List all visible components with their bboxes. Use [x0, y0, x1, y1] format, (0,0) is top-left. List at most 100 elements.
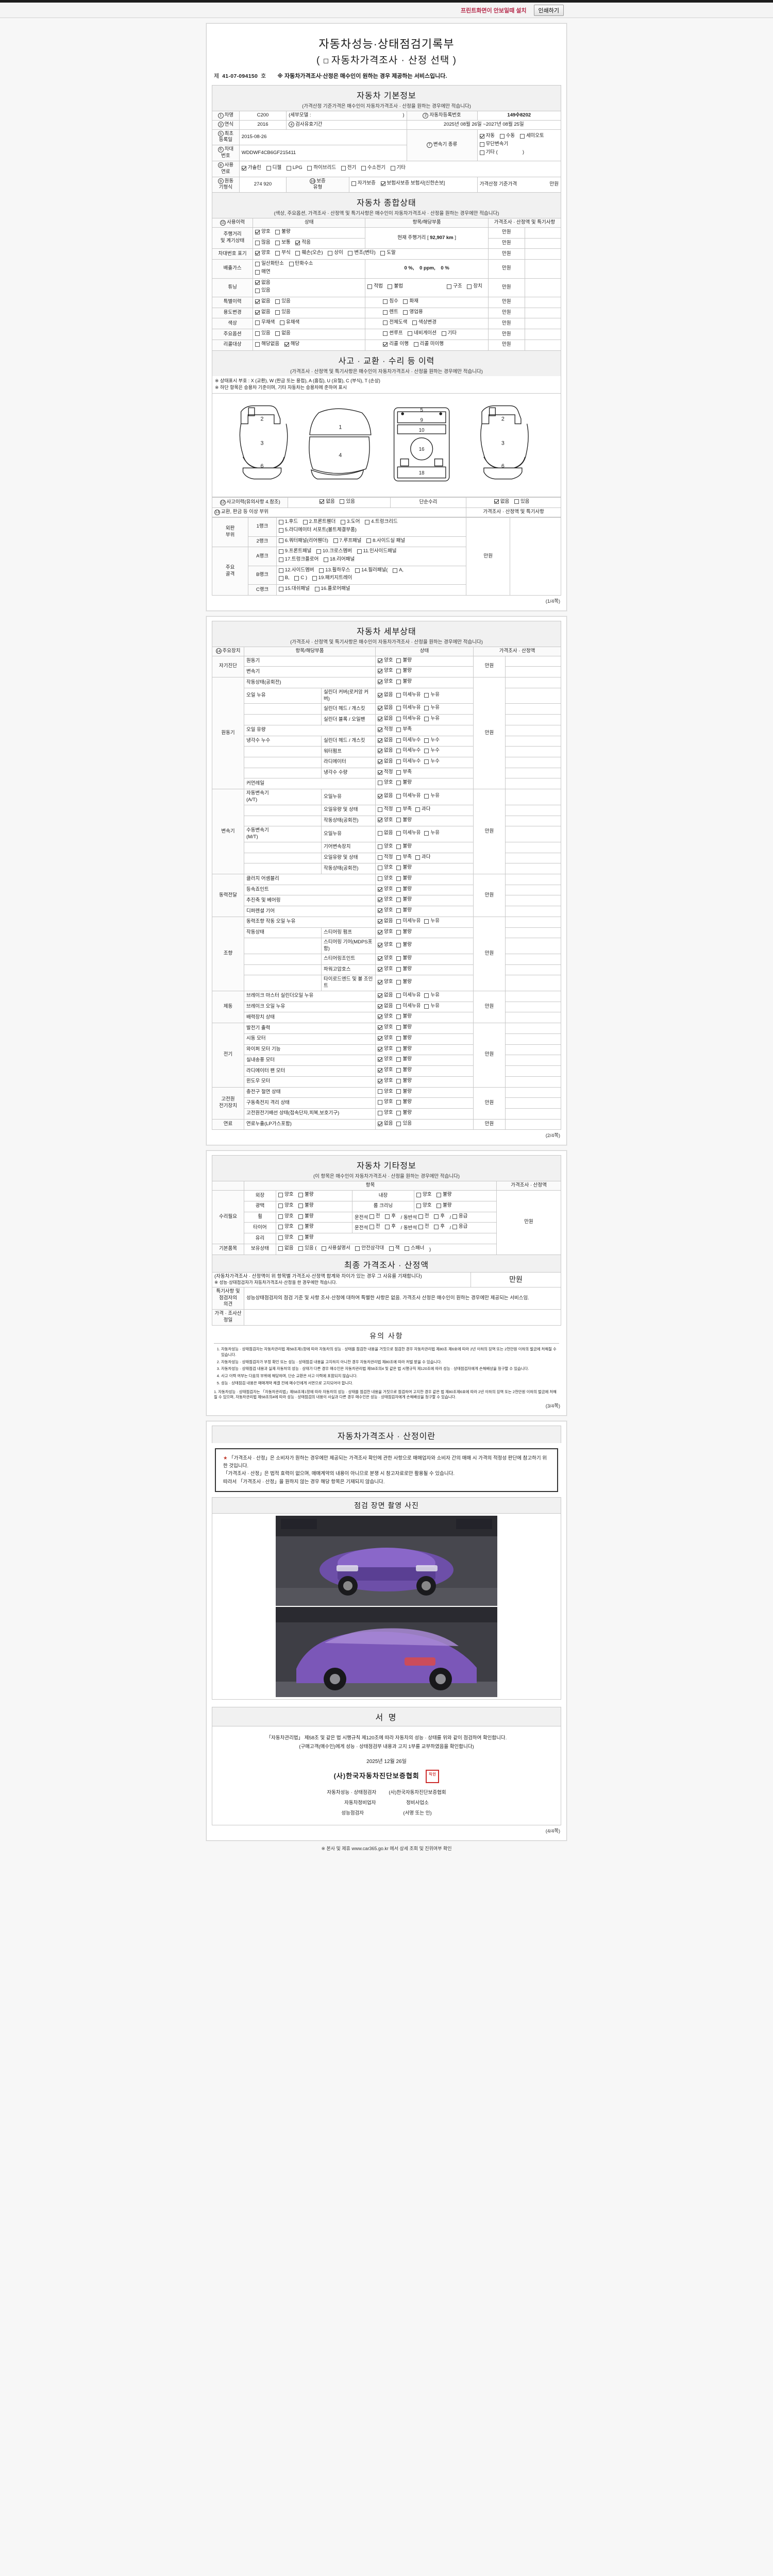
checkbox-icon[interactable]: [396, 1004, 401, 1009]
checkbox-icon[interactable]: [396, 866, 401, 871]
checkbox-icon[interactable]: [378, 749, 382, 754]
checkbox-icon[interactable]: [378, 956, 382, 961]
state-checkbox[interactable]: 양호: [378, 1013, 393, 1020]
state-checkbox[interactable]: 부족: [396, 726, 412, 733]
checkbox-icon[interactable]: [396, 943, 401, 948]
checkbox-icon[interactable]: [378, 738, 382, 743]
checkbox-icon[interactable]: [415, 855, 420, 860]
fuel-hybrid-checkbox[interactable]: 하이브리드: [307, 165, 336, 172]
part-front-panel-checkbox[interactable]: 9.프론트패널: [278, 548, 311, 555]
checkbox-icon[interactable]: [378, 669, 382, 674]
hold-spanner-checkbox[interactable]: 스패너: [405, 1245, 424, 1252]
state-checkbox[interactable]: 불량: [396, 843, 412, 850]
state-checkbox[interactable]: 양호: [378, 886, 393, 893]
print-button[interactable]: 인쇄하기: [533, 4, 564, 16]
checkbox-icon[interactable]: [396, 919, 401, 924]
vin-good-checkbox[interactable]: 양호: [255, 250, 271, 257]
fuel-other-checkbox[interactable]: 기타: [390, 165, 406, 172]
checkbox-icon[interactable]: [396, 887, 401, 892]
hold-yes-checkbox[interactable]: 있음 (: [298, 1245, 316, 1252]
glass-bad-checkbox[interactable]: 불량: [298, 1234, 314, 1241]
state-checkbox[interactable]: 미세누수: [396, 737, 421, 744]
polish-bad-checkbox[interactable]: 불량: [298, 1202, 314, 1209]
part-pillar-b-checkbox[interactable]: B,: [278, 575, 290, 582]
options-none-checkbox[interactable]: 없음: [275, 330, 291, 337]
checkbox-icon[interactable]: [396, 807, 401, 812]
hold-jack-checkbox[interactable]: 잭: [389, 1245, 400, 1252]
checkbox-icon[interactable]: [396, 1036, 401, 1041]
checkbox-icon[interactable]: [396, 1025, 401, 1030]
checkbox-icon[interactable]: [378, 1046, 382, 1052]
part-quarter-panel-checkbox[interactable]: 6.쿼터패널(리어휀더): [278, 538, 328, 545]
state-checkbox[interactable]: 양호: [378, 779, 393, 786]
state-checkbox[interactable]: 누유: [424, 1003, 440, 1010]
checkbox-icon[interactable]: [396, 855, 401, 860]
state-checkbox[interactable]: 불량: [396, 1067, 412, 1074]
checkbox-icon[interactable]: [378, 1067, 382, 1073]
checkbox-icon[interactable]: [396, 717, 401, 722]
checkbox-icon[interactable]: [396, 1057, 401, 1062]
checkbox-icon[interactable]: [424, 749, 429, 754]
state-checkbox[interactable]: 불량: [396, 679, 412, 685]
state-checkbox[interactable]: 누수: [424, 748, 440, 754]
state-checkbox[interactable]: 양호: [378, 979, 393, 986]
part-rear-panel-checkbox[interactable]: 18.리어패널: [324, 556, 355, 563]
state-checkbox[interactable]: 누유: [424, 692, 440, 699]
checkbox-icon[interactable]: [378, 980, 382, 985]
state-checkbox[interactable]: 없음: [378, 716, 393, 722]
emission-co-checkbox[interactable]: 일산화탄소: [255, 261, 284, 267]
checkbox-icon[interactable]: [378, 680, 382, 684]
vin-erased-checkbox[interactable]: 도말: [380, 250, 396, 257]
usechange-none-checkbox[interactable]: 없음: [255, 309, 271, 316]
checkbox-icon[interactable]: [378, 993, 382, 998]
checkbox-icon[interactable]: [396, 738, 401, 743]
part-cross-member-checkbox[interactable]: 10.크로스멤버: [316, 548, 352, 555]
state-checkbox[interactable]: 과다: [415, 854, 430, 861]
state-checkbox[interactable]: 미세누유: [396, 1003, 421, 1010]
state-checkbox[interactable]: 불량: [396, 875, 412, 882]
state-checkbox[interactable]: 없음: [378, 992, 393, 999]
state-checkbox[interactable]: 양호: [378, 1067, 393, 1074]
fuel-diesel-checkbox[interactable]: 디젤: [266, 165, 281, 172]
color-changed-checkbox[interactable]: 색상변경: [412, 319, 436, 326]
recall-applicable-checkbox[interactable]: 해당: [284, 341, 299, 348]
state-checkbox[interactable]: 불량: [396, 1099, 412, 1106]
state-checkbox[interactable]: 양호: [378, 668, 393, 674]
state-checkbox[interactable]: 미세누유: [396, 918, 421, 925]
wheel-good-checkbox[interactable]: 양호: [278, 1213, 293, 1220]
checkbox-icon[interactable]: [378, 658, 382, 663]
checkbox-icon[interactable]: [378, 1025, 382, 1030]
state-checkbox[interactable]: 없음: [378, 692, 393, 699]
checkbox-icon[interactable]: [378, 770, 382, 775]
vin-different-checkbox[interactable]: 상이: [328, 250, 343, 257]
tire-good-checkbox[interactable]: 양호: [278, 1224, 293, 1230]
part-side-sill-checkbox[interactable]: 8.사이드실 패널: [366, 538, 405, 545]
checkbox-icon[interactable]: [378, 943, 382, 948]
state-checkbox[interactable]: 양호: [378, 865, 393, 871]
vin-damaged-checkbox[interactable]: 훼손(오손): [295, 250, 323, 257]
state-checkbox[interactable]: 양호: [378, 679, 393, 685]
state-checkbox[interactable]: 누유: [424, 830, 440, 837]
checkbox-icon[interactable]: [424, 1004, 429, 1009]
checkbox-icon[interactable]: [378, 897, 382, 903]
checkbox-icon[interactable]: [378, 1110, 382, 1115]
state-checkbox[interactable]: 불량: [396, 942, 412, 948]
checkbox-icon[interactable]: [424, 831, 429, 836]
state-checkbox[interactable]: 불량: [396, 907, 412, 914]
checkbox-icon[interactable]: [378, 1004, 382, 1009]
ext-bad-checkbox[interactable]: 불량: [298, 1192, 314, 1198]
checkbox-icon[interactable]: [378, 781, 382, 786]
special-fire-checkbox[interactable]: 화재: [403, 298, 418, 305]
state-checkbox[interactable]: 미세누유: [396, 830, 421, 837]
tire-passenger-rear-checkbox[interactable]: 후: [434, 1224, 445, 1230]
checkbox-icon[interactable]: [424, 717, 429, 722]
state-checkbox[interactable]: 불량: [396, 657, 412, 664]
state-checkbox[interactable]: 양호: [378, 1110, 393, 1116]
state-checkbox[interactable]: 양호: [378, 1046, 393, 1053]
checkbox-icon[interactable]: [396, 692, 401, 698]
emission-hc-checkbox[interactable]: 탄화수소: [289, 261, 313, 267]
state-checkbox[interactable]: 없음: [378, 1003, 393, 1010]
state-checkbox[interactable]: 양호: [378, 942, 393, 948]
checkbox-icon[interactable]: [378, 967, 382, 972]
checkbox-icon[interactable]: [396, 876, 401, 881]
